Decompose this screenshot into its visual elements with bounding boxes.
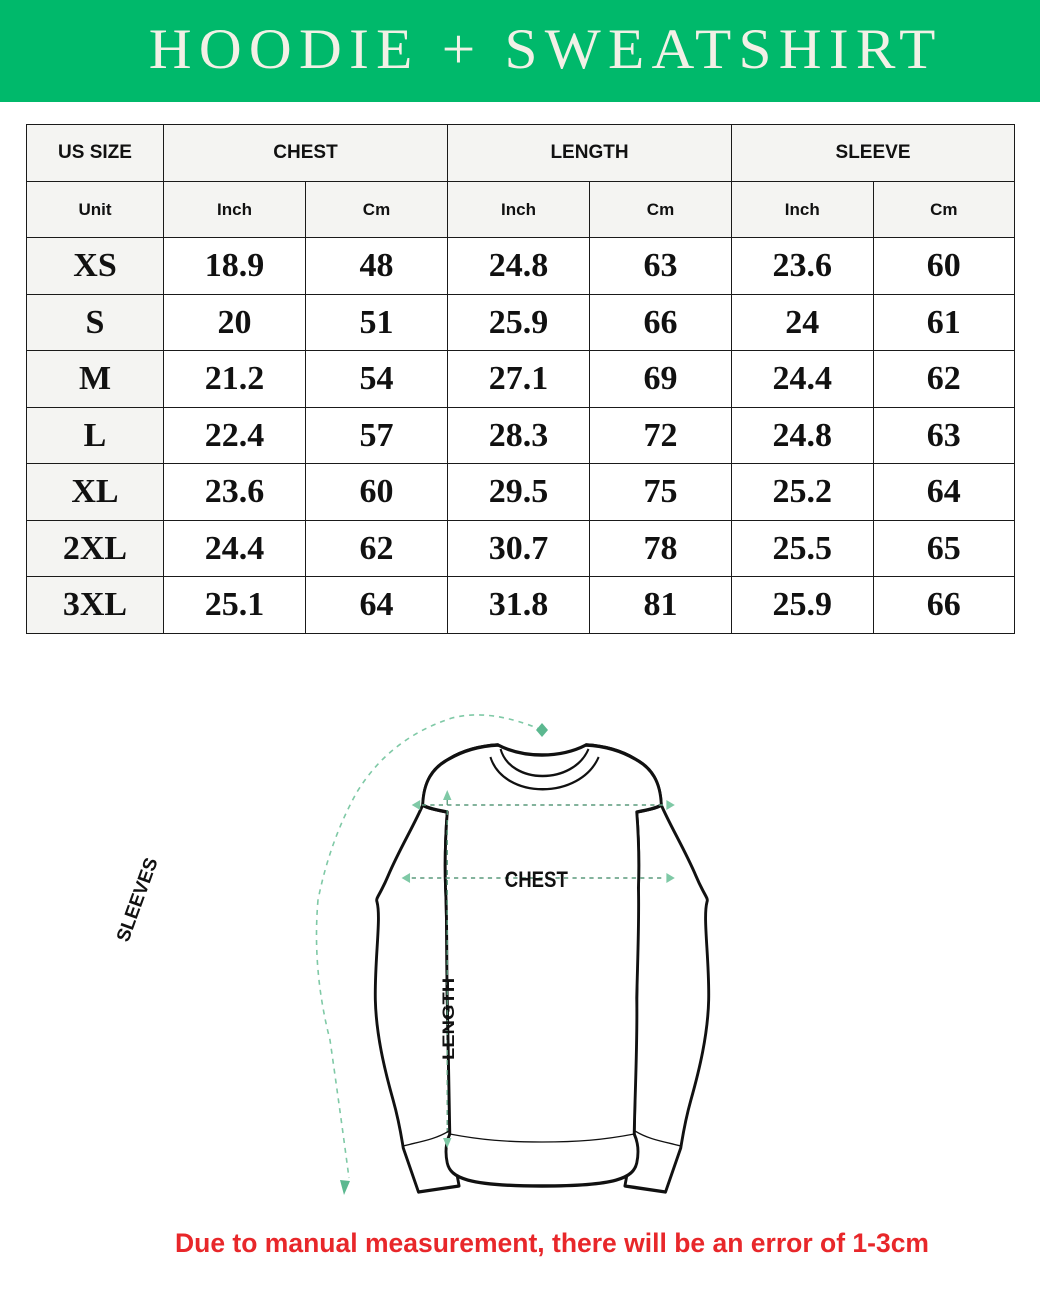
svg-text:LENGTH: LENGTH — [438, 978, 457, 1060]
svg-text:CHEST: CHEST — [505, 869, 569, 893]
svg-text:SLEEVES: SLEEVES — [113, 855, 163, 945]
